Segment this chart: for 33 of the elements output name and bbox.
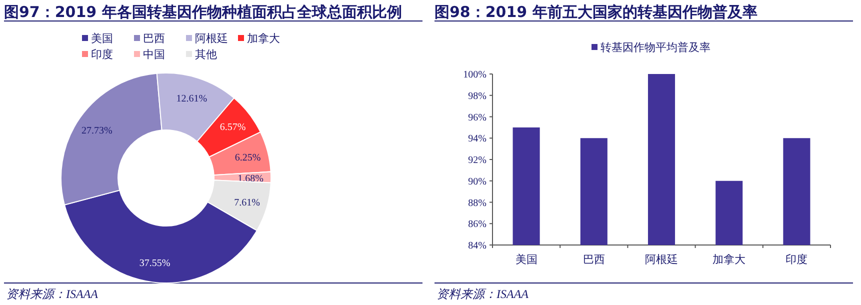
text: 资料来源：ISAAA bbox=[436, 287, 530, 301]
y-tick-label: 88% bbox=[468, 198, 486, 209]
data-label: 6.57% bbox=[220, 122, 246, 134]
legend-label: 其他 bbox=[195, 48, 217, 61]
x-tick-label: 美国 bbox=[515, 253, 538, 266]
legend-label: 美国 bbox=[91, 32, 113, 45]
y-tick-label: 92% bbox=[468, 155, 486, 166]
x-tick-label: 印度 bbox=[786, 253, 808, 266]
y-tick-label: 84% bbox=[468, 240, 486, 252]
legend-label: 中国 bbox=[143, 48, 165, 61]
legend-label: 印度 bbox=[91, 48, 113, 61]
x-tick-label: 阿根廷 bbox=[645, 253, 678, 266]
y-tick-label: 96% bbox=[468, 112, 486, 124]
data-label: 12.61% bbox=[176, 94, 208, 105]
y-tick-label: 86% bbox=[468, 219, 486, 230]
y-tick-label: 100% bbox=[463, 70, 486, 80]
legend-label: 加拿大 bbox=[247, 32, 280, 45]
y-tick-label: 90% bbox=[468, 176, 486, 188]
data-label: 7.61% bbox=[234, 198, 260, 209]
y-tick-label: 94% bbox=[468, 134, 486, 145]
data-label: 6.25% bbox=[234, 152, 261, 164]
x-tick-label: 加拿大 bbox=[712, 253, 746, 266]
chart-title: 图97：2019 年各国转基因作物种植面积占全球总面积比例 bbox=[4, 3, 402, 21]
data-label: 1.68% bbox=[238, 173, 264, 184]
legend-label: 阿根廷 bbox=[195, 32, 228, 45]
chart-title: 图98：2019 年前五大国家的转基因作物普及率 bbox=[434, 3, 758, 21]
legend-label: 转基因作物平均普及率 bbox=[600, 41, 710, 54]
text: 资料来源：ISAAA bbox=[6, 287, 99, 301]
data-label: 27.73% bbox=[81, 125, 112, 136]
data-label: 37.55% bbox=[139, 258, 170, 269]
legend-label: 巴西 bbox=[143, 32, 165, 45]
x-tick-label: 巴西 bbox=[582, 253, 605, 266]
y-tick-label: 98% bbox=[468, 90, 486, 102]
